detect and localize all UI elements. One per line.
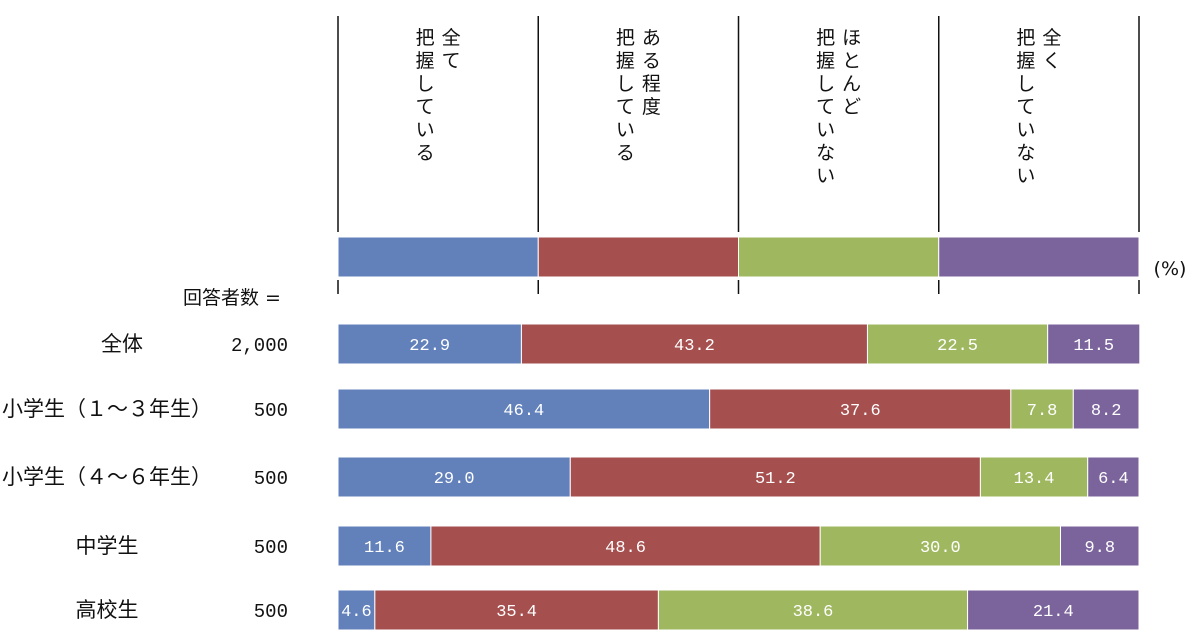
bar-value-label: 6.4 xyxy=(1098,470,1129,489)
legend-label-char: 握 xyxy=(1016,50,1035,72)
category-label: 高校生 xyxy=(76,598,139,622)
legend-label-char: 握 xyxy=(816,50,835,72)
legend-label-char: て xyxy=(442,50,461,72)
bar-segment xyxy=(657,589,969,631)
bar-value-label: 9.8 xyxy=(1084,539,1115,558)
respondent-count: 500 xyxy=(254,400,288,422)
legend-label-char: い xyxy=(816,119,835,141)
bar-segment xyxy=(1087,456,1140,498)
bar-segment xyxy=(374,589,659,631)
legend-label-char: な xyxy=(816,142,835,164)
legend-label-char: い xyxy=(816,165,835,187)
bar-value-label: 30.0 xyxy=(920,539,961,558)
legend-label-char: ん xyxy=(842,73,861,95)
bar-value-label: 13.4 xyxy=(1014,470,1055,489)
respondent-count: 500 xyxy=(254,468,288,490)
legend-label-char: て xyxy=(416,96,435,118)
legend-label-char: し xyxy=(816,73,835,95)
bar-value-label: 46.4 xyxy=(503,402,544,421)
bar-value-label: 37.6 xyxy=(840,402,881,421)
legend-label-char: 把 xyxy=(816,27,835,49)
unit-label: (%) xyxy=(1154,258,1187,280)
bar-segment xyxy=(1010,388,1074,430)
bar-value-label: 22.5 xyxy=(937,337,978,356)
bar-segment xyxy=(337,589,376,631)
bar-value-label: 4.6 xyxy=(341,603,372,622)
legend-label-char: 度 xyxy=(642,96,661,118)
bar-value-label: 7.8 xyxy=(1027,402,1058,421)
legend-label-char: い xyxy=(1016,119,1035,141)
category-label: 小学生（１～３年生） xyxy=(2,397,212,421)
legend-label-char: く xyxy=(1042,50,1061,72)
bar-segment xyxy=(569,456,981,498)
bar-segment xyxy=(866,323,1049,365)
category-label: 全体 xyxy=(101,332,143,356)
legend-label-char: て xyxy=(1016,96,1035,118)
legend-label-char: る xyxy=(616,142,635,164)
legend-label-char: ほ xyxy=(842,27,861,49)
bar-value-label: 35.4 xyxy=(496,603,537,622)
bar-value-label: 21.4 xyxy=(1033,603,1074,622)
legend-label-char: な xyxy=(1016,142,1035,164)
bar-segment xyxy=(520,323,868,365)
legend-label-char: 握 xyxy=(616,50,635,72)
bar-value-label: 22.9 xyxy=(409,337,450,356)
legend-label-char: 全 xyxy=(1042,27,1061,49)
legend-label-char: い xyxy=(616,119,635,141)
legend-label-char: し xyxy=(416,73,435,95)
respondent-count: 2,000 xyxy=(231,335,288,357)
bar-value-label: 51.2 xyxy=(755,470,796,489)
bar-segment xyxy=(979,456,1089,498)
legend-label-char: あ xyxy=(642,27,661,49)
respondents-label: 回答者数 = xyxy=(183,287,281,309)
legend-label-char: る xyxy=(642,50,661,72)
legend-label-char: 把 xyxy=(1016,27,1035,49)
bar-value-label: 11.6 xyxy=(364,539,405,558)
bar-value-label: 48.6 xyxy=(605,539,646,558)
legend-label-char: て xyxy=(616,96,635,118)
legend-label-char: 把 xyxy=(416,27,435,49)
legend-label-char: て xyxy=(816,96,835,118)
bar-value-label: 38.6 xyxy=(793,603,834,622)
legend-label-char: 握 xyxy=(416,50,435,72)
bar-segment xyxy=(430,525,821,567)
category-label: 中学生 xyxy=(76,534,139,558)
bar-segment xyxy=(1060,525,1140,567)
legend-label-char: 全 xyxy=(442,27,461,49)
legend-label-char: ど xyxy=(842,96,861,118)
bar-segment xyxy=(337,525,432,567)
legend-label-char: と xyxy=(842,50,861,72)
legend-label-char: 把 xyxy=(616,27,635,49)
legend-label-char: る xyxy=(416,142,435,164)
legend-swatch xyxy=(738,236,940,278)
bar-segment xyxy=(709,388,1012,430)
respondent-count: 500 xyxy=(254,601,288,623)
bar-segment xyxy=(337,456,571,498)
legend-swatch xyxy=(938,236,1140,278)
bar-segment xyxy=(967,589,1140,631)
bar-value-label: 11.5 xyxy=(1073,337,1114,356)
legend-label-char: し xyxy=(1016,73,1035,95)
bar-value-label: 8.2 xyxy=(1091,402,1122,421)
bar-segment xyxy=(337,388,711,430)
bar-value-label: 43.2 xyxy=(674,337,715,356)
bar-segment xyxy=(819,525,1062,567)
legend-label-char: し xyxy=(616,73,635,95)
legend-label-char: い xyxy=(1016,165,1035,187)
bar-segment xyxy=(1072,388,1140,430)
category-label: 小学生（４～６年生） xyxy=(2,465,212,489)
respondent-count: 500 xyxy=(254,537,288,559)
legend-swatch xyxy=(337,236,539,278)
legend-label-char: 程 xyxy=(642,73,661,95)
bar-segment xyxy=(1047,323,1141,365)
legend-swatch xyxy=(537,236,739,278)
bar-value-label: 29.0 xyxy=(434,470,475,489)
legend-label-char: い xyxy=(416,119,435,141)
